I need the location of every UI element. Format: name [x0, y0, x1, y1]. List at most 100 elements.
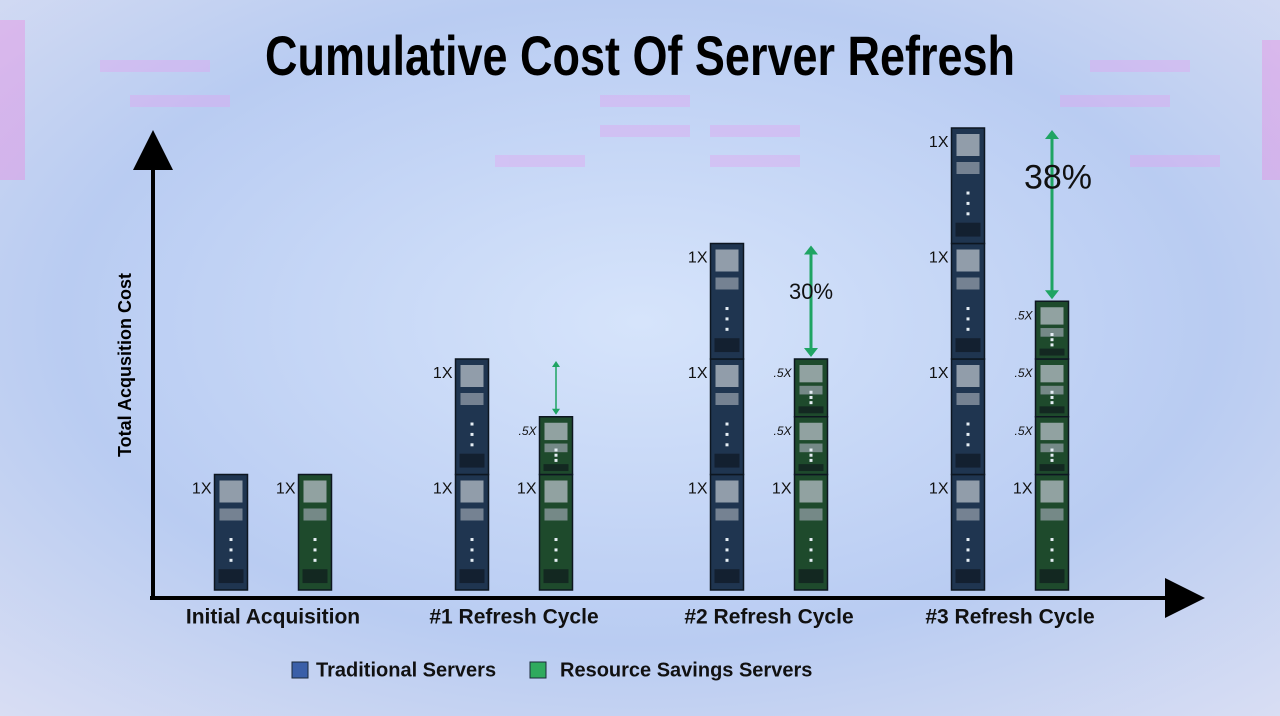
legend-label: Traditional Servers [316, 659, 496, 681]
rack-panel [460, 365, 484, 387]
x-tick-label: #1 Refresh Cycle [429, 606, 598, 629]
rack-panel [956, 277, 980, 290]
segment-label: .5X [773, 424, 792, 438]
rack-panel [799, 480, 823, 503]
rack-base [1039, 406, 1065, 414]
rack-base [459, 453, 485, 468]
rack-light [725, 307, 729, 311]
rack-panel [544, 422, 568, 441]
rack-panel [1040, 443, 1064, 453]
rack-light [554, 458, 558, 462]
rack-light [725, 443, 729, 447]
rack-light [966, 307, 970, 311]
segment-label: .5X [1014, 308, 1033, 322]
rack-light [966, 432, 970, 436]
rack-panel [715, 365, 739, 387]
rack-light [725, 558, 729, 562]
rack-light [966, 212, 970, 216]
rack-light [966, 327, 970, 331]
segment-label: 1X [929, 481, 949, 498]
rack-panel [1040, 385, 1064, 395]
rack-base [1039, 348, 1065, 356]
rack-panel [956, 480, 980, 503]
rack-panel [460, 393, 484, 405]
rack-panel [1040, 328, 1064, 337]
rack-panel [956, 249, 980, 272]
rack-panel [956, 393, 980, 405]
rack-light [725, 327, 729, 331]
rack-base [798, 464, 824, 472]
rack-light [966, 201, 970, 205]
rack-light [1050, 558, 1054, 562]
rack-light [809, 558, 813, 562]
rack-panel [799, 422, 823, 441]
rack-light [966, 558, 970, 562]
rack-light [725, 432, 729, 436]
rack-light [1050, 338, 1054, 342]
arrow-head [804, 245, 818, 255]
segment-label: 1X [192, 481, 212, 498]
rack-light [470, 548, 474, 552]
rack-base [459, 569, 485, 584]
rack-panel [715, 480, 739, 503]
rack-panel [956, 365, 980, 387]
rack-light [470, 422, 474, 426]
rack-light [313, 548, 317, 552]
rack-light [809, 453, 813, 457]
rack-base [218, 569, 244, 584]
rack-light [1050, 453, 1054, 457]
rack-light [966, 191, 970, 195]
rack-light [1050, 458, 1054, 462]
segment-label: 1X [688, 481, 708, 498]
y-axis-label: Total Acqusition Cost [115, 273, 135, 457]
rack-light [470, 538, 474, 542]
rack-panel [1040, 307, 1064, 325]
rack-light [229, 548, 233, 552]
rack-base [955, 453, 981, 468]
rack-light [725, 422, 729, 426]
segment-label: .5X [518, 424, 537, 438]
legend-label: Resource Savings Servers [560, 659, 812, 681]
rack-panel [303, 508, 327, 521]
rack-light [809, 448, 813, 452]
rack-light [966, 317, 970, 321]
legend-swatch [529, 661, 547, 679]
rack-base [798, 569, 824, 584]
rack-base [302, 569, 328, 584]
rack-panel [544, 480, 568, 503]
rack-light [554, 548, 558, 552]
rack-light [313, 538, 317, 542]
segment-label: 1X [517, 481, 537, 498]
rack-base [1039, 569, 1065, 584]
segment-label: 1X [433, 365, 453, 382]
segment-label: 1X [929, 365, 949, 382]
rack-light [554, 448, 558, 452]
rack-light [1050, 343, 1054, 347]
rack-light [809, 458, 813, 462]
rack-light [809, 401, 813, 405]
segment-label: 1X [1013, 481, 1033, 498]
rack-light [1050, 401, 1054, 405]
rack-base [955, 338, 981, 353]
rack-light [966, 443, 970, 447]
segment-label: 1X [433, 481, 453, 498]
rack-panel [799, 385, 823, 395]
rack-light [554, 453, 558, 457]
rack-light [554, 558, 558, 562]
rack-light [470, 558, 474, 562]
rack-light [1050, 548, 1054, 552]
rack-panel [715, 277, 739, 290]
rack-light [229, 558, 233, 562]
rack-panel [219, 508, 243, 521]
rack-panel [715, 508, 739, 521]
rack-light [554, 538, 558, 542]
arrow-head [1045, 130, 1059, 139]
rack-light [809, 395, 813, 399]
rack-base [714, 453, 740, 468]
rack-light [725, 548, 729, 552]
rack-base [955, 222, 981, 237]
rack-light [470, 443, 474, 447]
segment-label: 1X [929, 250, 949, 267]
rack-light [1050, 333, 1054, 337]
rack-light [966, 538, 970, 542]
